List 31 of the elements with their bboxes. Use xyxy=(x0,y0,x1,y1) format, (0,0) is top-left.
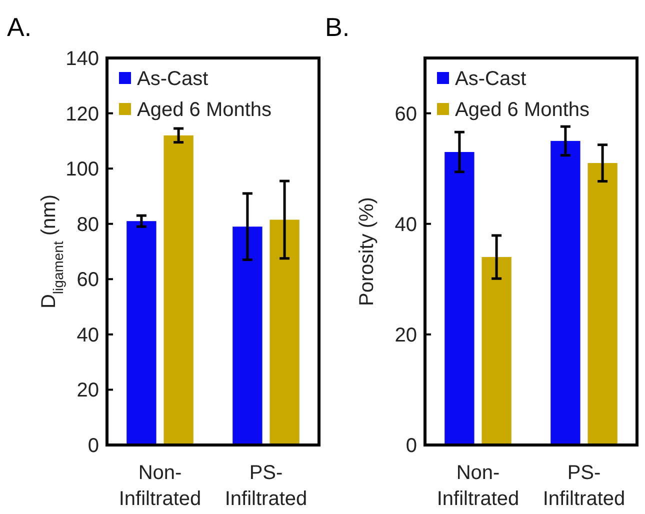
y-tick-label: 80 xyxy=(76,214,99,236)
chart-title: A. xyxy=(7,12,32,42)
bar xyxy=(232,226,262,445)
legend-label: As-Cast xyxy=(455,68,527,90)
legend-label: As-Cast xyxy=(137,68,209,90)
legend-label: Aged 6 Months xyxy=(455,99,590,121)
y-tick-label: 60 xyxy=(394,103,417,126)
x-tick-label: PS- Infiltrated xyxy=(542,462,626,510)
y-tick-label: 0 xyxy=(406,435,417,457)
bar xyxy=(482,257,512,445)
bar xyxy=(588,163,618,445)
y-axis-title: Porosity (%) xyxy=(356,197,378,306)
bar xyxy=(444,152,474,445)
bar xyxy=(126,221,156,445)
legend-label: Aged 6 Months xyxy=(137,99,272,121)
y-tick-label: 140 xyxy=(66,48,99,70)
y-tick-label: 20 xyxy=(394,324,417,346)
y-tick-label: 0 xyxy=(88,435,99,457)
x-tick-label: Non- Infiltrated xyxy=(118,462,202,510)
y-tick-label: 40 xyxy=(76,324,99,346)
y-tick-label: 40 xyxy=(394,214,417,236)
y-tick-label: 20 xyxy=(76,380,99,402)
x-tick-label: PS- Infiltrated xyxy=(224,462,308,510)
y-tick-label: 120 xyxy=(66,103,99,126)
bar xyxy=(550,140,580,445)
x-tick-label: Non- Infiltrated xyxy=(436,462,520,510)
bar xyxy=(164,135,194,445)
chart-title: B. xyxy=(325,12,350,42)
y-tick-label: 100 xyxy=(66,158,99,181)
bar xyxy=(270,220,300,445)
y-tick-label: 60 xyxy=(76,269,99,292)
